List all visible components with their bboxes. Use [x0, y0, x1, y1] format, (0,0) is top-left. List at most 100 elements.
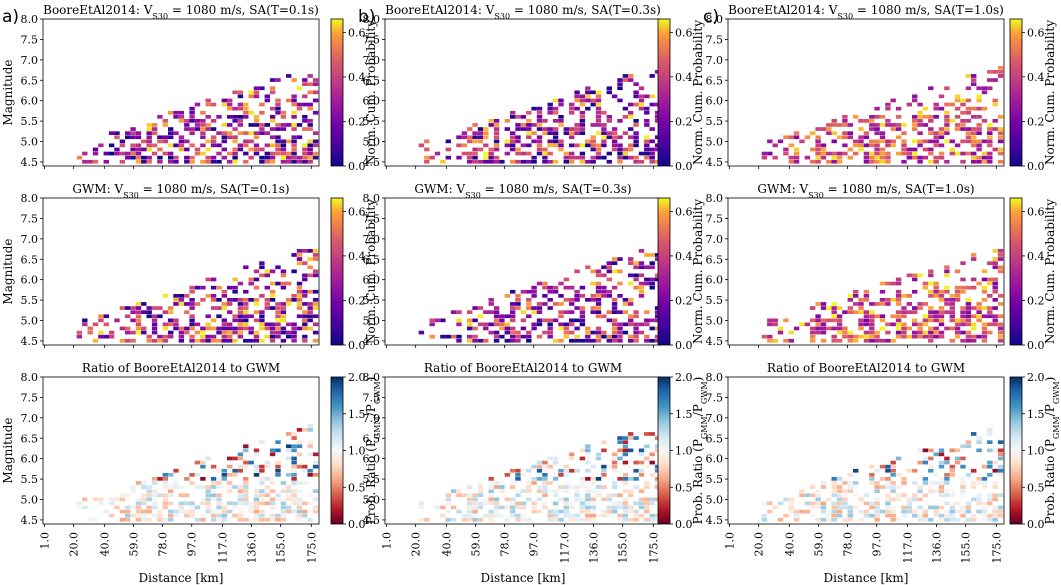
heatmap-cell [563, 513, 569, 518]
heatmap-cell [200, 460, 206, 465]
heatmap-cell [114, 147, 120, 152]
heatmap-cell [151, 131, 158, 135]
heatmap-cell [815, 139, 821, 144]
heatmap-cell [960, 481, 966, 485]
heatmap-cell [649, 127, 655, 131]
heatmap-cell [895, 334, 902, 339]
heatmap-cell [997, 322, 1004, 327]
heatmap-cell [815, 147, 821, 152]
heatmap-cell [638, 102, 645, 107]
heatmap-cell [628, 493, 634, 498]
heatmap-cell [638, 249, 645, 253]
heatmap-cell [595, 269, 602, 274]
heatmap-cell [130, 310, 136, 314]
heatmap-cell [291, 102, 297, 107]
heatmap-cell [922, 330, 929, 335]
heatmap-cell [831, 131, 837, 135]
heatmap-cells [76, 249, 319, 343]
heatmap-cell [269, 155, 276, 160]
heatmap-cell [312, 330, 319, 335]
y-tick-label: 6.0 [706, 274, 724, 287]
heatmap-cell [146, 123, 152, 127]
heatmap-cell [569, 517, 575, 522]
heatmap-cell [552, 473, 559, 477]
heatmap-cell [628, 261, 634, 265]
heatmap-cell [558, 509, 564, 514]
heatmap-cell [949, 468, 955, 473]
heatmap-cell [232, 338, 238, 343]
heatmap-cell [901, 306, 907, 310]
heatmap-cell [92, 338, 99, 343]
heatmap-cell [237, 115, 244, 119]
heatmap-cell [997, 253, 1004, 257]
heatmap-cell [579, 318, 586, 323]
heatmap-cell [552, 135, 559, 140]
heatmap-cell [291, 322, 297, 327]
heatmap-cell [863, 330, 870, 335]
heatmap-cell [135, 306, 142, 310]
heatmap-cell [253, 123, 260, 127]
heatmap-cell [890, 468, 896, 473]
heatmap-cell [472, 306, 478, 310]
heatmap-cell [649, 261, 655, 265]
heatmap-cell [987, 473, 993, 477]
heatmap-cell [135, 318, 142, 323]
heatmap-cell [601, 497, 607, 502]
heatmap-cell [82, 318, 88, 323]
heatmap-cell [253, 147, 260, 152]
heatmap-cell [510, 468, 516, 473]
heatmap-cell [269, 497, 276, 502]
heatmap-cell [302, 143, 308, 148]
heatmap-cell [928, 86, 934, 91]
heatmap-cell [938, 135, 945, 140]
heatmap-cell [617, 269, 623, 274]
heatmap-cell [638, 497, 645, 502]
heatmap-cell [997, 115, 1004, 119]
heatmap-cell [125, 513, 131, 518]
heatmap-cell [221, 306, 227, 310]
heatmap-cell [944, 265, 950, 270]
heatmap-cell [965, 334, 972, 339]
heatmap-cell [269, 298, 276, 302]
x-tick-label: 136.0 [246, 532, 259, 564]
heatmap-cell [108, 131, 115, 135]
heatmap-cell [504, 330, 510, 335]
heatmap-cell [917, 131, 923, 135]
heatmap-cell [954, 509, 961, 514]
y-tick-label: 4.5 [21, 156, 39, 169]
heatmap-cell [221, 505, 227, 510]
heatmap-cell [445, 147, 451, 152]
heatmap-cell [269, 78, 276, 82]
heatmap-cell [253, 473, 260, 477]
heatmap-cell [232, 139, 238, 144]
heatmap-cell [601, 110, 607, 115]
heatmap-cell [291, 468, 297, 473]
heatmap-cell [227, 326, 233, 331]
heatmap-cell [536, 477, 543, 481]
heatmap-cell [917, 513, 923, 518]
heatmap-cell [633, 477, 639, 481]
heatmap-cell [917, 119, 923, 123]
heatmap-cell [515, 338, 521, 343]
heatmap-cell [895, 127, 902, 131]
heatmap-cell [644, 265, 650, 270]
heatmap-cell [296, 501, 303, 506]
heatmap-cell [933, 326, 939, 331]
heatmap-cell [445, 139, 451, 144]
heatmap-cell [928, 131, 934, 135]
heatmap-cell [976, 436, 982, 440]
heatmap-cell [842, 115, 848, 119]
heatmap-cell [922, 334, 929, 339]
heatmap-cell [622, 517, 629, 522]
heatmap-cell [853, 338, 859, 343]
x-tick-label: 78.0 [499, 532, 512, 557]
heatmap-cell [644, 277, 650, 282]
heatmap-cell [617, 257, 623, 261]
heatmap-cell [216, 338, 222, 343]
heatmap-cell [815, 501, 821, 506]
heatmap-cell [847, 306, 853, 310]
heatmap-cell [590, 123, 596, 127]
y-tick-label: 6.5 [706, 74, 724, 87]
heatmap-cell [585, 513, 591, 518]
heatmap-cell [189, 505, 195, 510]
